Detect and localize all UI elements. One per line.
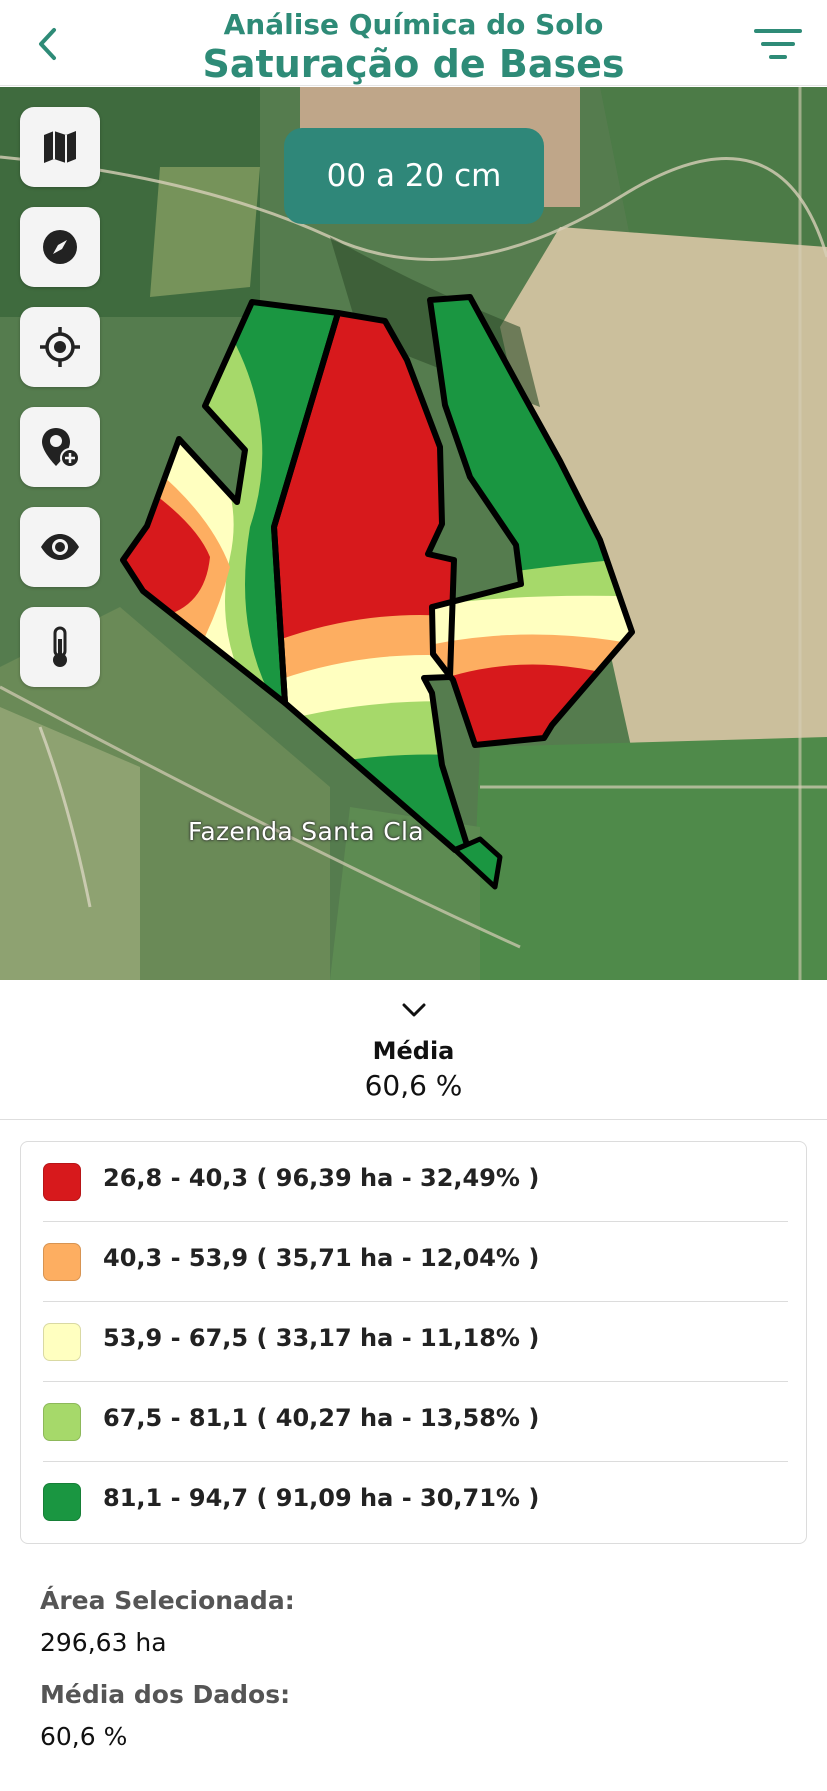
- map-layers-icon: [44, 131, 76, 163]
- legend-swatch: [43, 1163, 81, 1201]
- legend-item-label: 40,3 - 53,9 ( 35,71 ha - 12,04% ): [103, 1244, 540, 1272]
- legend-item: 40,3 - 53,9 ( 35,71 ha - 12,04% ): [21, 1222, 808, 1302]
- farm-label: Fazenda Santa Cla: [188, 817, 424, 846]
- map-layers-button[interactable]: [20, 107, 100, 187]
- add-point-button[interactable]: [20, 407, 100, 487]
- legend-item: 53,9 - 67,5 ( 33,17 ha - 11,18% ): [21, 1302, 808, 1382]
- thermometer-icon: [53, 626, 67, 667]
- legend-item-label: 53,9 - 67,5 ( 33,17 ha - 11,18% ): [103, 1324, 540, 1352]
- legend-item-label: 67,5 - 81,1 ( 40,27 ha - 13,58% ): [103, 1404, 540, 1432]
- data-mean-value: 60,6 %: [40, 1722, 128, 1751]
- legend-item: 26,8 - 40,3 ( 96,39 ha - 32,49% ): [21, 1142, 808, 1222]
- depth-selector[interactable]: 00 a 20 cm: [284, 128, 544, 224]
- legend-swatch: [43, 1243, 81, 1281]
- selected-area-value: 296,63 ha: [40, 1628, 167, 1657]
- divider: [43, 1381, 788, 1382]
- legend-item: 81,1 - 94,7 ( 91,09 ha - 30,71% ): [21, 1462, 808, 1542]
- collapse-button[interactable]: [400, 1000, 428, 1020]
- selected-area-label: Área Selecionada:: [40, 1586, 295, 1615]
- compass-button[interactable]: [20, 207, 100, 287]
- filter-button[interactable]: [753, 26, 803, 62]
- my-location-icon: [40, 327, 80, 367]
- divider: [43, 1221, 788, 1222]
- visibility-button[interactable]: [20, 507, 100, 587]
- data-mean-label: Média dos Dados:: [40, 1680, 291, 1709]
- legend-swatch: [43, 1483, 81, 1521]
- legend-swatch: [43, 1403, 81, 1441]
- header-subtitle: Análise Química do Solo: [223, 8, 604, 41]
- summary-panel: Média 60,6 %: [0, 980, 827, 1120]
- back-button[interactable]: [28, 24, 68, 64]
- mean-label: Média: [372, 1037, 455, 1065]
- filter-icon: [754, 29, 802, 59]
- compass-icon: [43, 230, 77, 264]
- add-point-icon: [42, 428, 80, 468]
- legend-item: 67,5 - 81,1 ( 40,27 ha - 13,58% ): [21, 1382, 808, 1462]
- thermometer-button[interactable]: [20, 607, 100, 687]
- my-location-button[interactable]: [20, 307, 100, 387]
- divider: [43, 1461, 788, 1462]
- legend-swatch: [43, 1323, 81, 1361]
- page-title: Saturação de Bases: [202, 42, 625, 86]
- mean-value: 60,6 %: [364, 1069, 463, 1102]
- legend-item-label: 81,1 - 94,7 ( 91,09 ha - 30,71% ): [103, 1484, 540, 1512]
- visibility-icon: [41, 534, 79, 560]
- legend-card: 26,8 - 40,3 ( 96,39 ha - 32,49% ) 40,3 -…: [20, 1141, 807, 1544]
- app-header: Análise Química do Solo Saturação de Bas…: [0, 0, 827, 86]
- legend-item-label: 26,8 - 40,3 ( 96,39 ha - 32,49% ): [103, 1164, 540, 1192]
- map-view[interactable]: 00 a 20 cm Fazenda Santa Cla: [0, 87, 827, 980]
- chevron-down-icon: [402, 1003, 426, 1017]
- divider: [43, 1301, 788, 1302]
- chevron-left-icon: [39, 28, 56, 60]
